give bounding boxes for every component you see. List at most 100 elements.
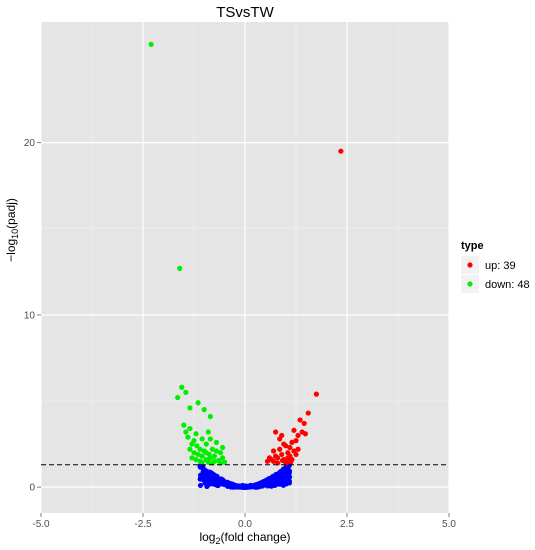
point-nodiff [268,476,274,482]
point-up [287,444,293,451]
x-axis-ticks: -5.0 -2.5 0.0 2.5 5.0 [32,513,456,530]
point-nodiff [215,482,221,488]
point-nodiff [277,473,283,479]
point-nodiff [210,476,217,482]
point-up [293,451,299,458]
point-up [297,417,303,423]
point-down [209,446,215,452]
x-tick-label: -2.5 [134,519,152,530]
point-down [219,455,226,461]
point-down [195,451,201,458]
point-nodiff [202,471,208,477]
point-nodiff [284,476,290,482]
point-down [185,434,191,440]
point-up [291,427,297,433]
point-down [194,443,200,449]
point-down [207,413,213,420]
point-nodiff [239,483,245,489]
x-tick-label: -5.0 [32,519,50,530]
x-axis-label-log: log [199,530,215,544]
point-up [279,457,286,464]
point-up [270,458,277,464]
point-down [199,459,205,465]
y-axis-label-rest: (padj) [4,198,18,229]
point-nodiff [234,484,241,490]
point-down [207,436,213,442]
point-down [189,441,195,447]
point-nodiff [262,479,268,485]
y-axis-ticks: 0 10 20 [24,138,41,494]
point-up [279,451,285,458]
point-up [295,432,301,439]
point-down [191,450,197,456]
point-down [205,459,211,465]
point-up [302,431,308,437]
point-down [187,446,193,452]
point-down [193,431,199,437]
point-up [273,453,279,459]
point-nodiff [218,476,225,482]
point-up [270,448,277,454]
point-up [313,391,319,397]
point-down [199,436,205,442]
point-down [189,455,195,461]
x-tick-label: 0.0 [238,519,252,530]
x-axis-label-rest: (fold change) [220,530,290,544]
y-axis-label-sub: 10 [10,229,20,239]
point-nodiff [281,468,287,475]
point-up [264,458,271,464]
legend-label-down: down: 48 [485,279,530,291]
point-down [203,441,209,447]
point-down [195,400,201,406]
point-down [206,451,212,458]
legend-key-up [467,262,473,268]
point-down [197,446,203,452]
x-tick-label: 2.5 [340,519,354,530]
point-nodiff [272,482,278,489]
point-up [301,420,307,427]
point-down [177,265,183,271]
point-down [205,429,211,435]
x-axis-label-sub: 2 [215,536,220,546]
legend-key-down [467,281,473,287]
point-down [187,425,193,432]
legend-label-up: up: 39 [485,260,516,272]
point-nodiff [252,483,258,490]
point-up [295,446,301,452]
point-down [181,422,187,428]
x-tick-label: 5.0 [442,519,456,530]
point-down [183,389,189,396]
chart-title: TSvsTW [216,4,274,21]
point-nodiff [208,470,215,476]
point-down [217,450,224,456]
point-nodiff [200,464,206,470]
point-down [213,448,220,454]
point-down [187,405,193,411]
point-nodiff [244,484,250,490]
point-up [338,148,344,154]
point-down [183,429,189,435]
y-tick-label: 0 [29,483,35,494]
point-down [148,41,154,47]
point-up [281,441,287,447]
point-down [175,394,181,401]
point-up [277,446,283,452]
y-tick-label: 10 [24,310,36,321]
y-axis-label-log: −log [4,239,18,262]
point-nodiff [281,479,288,486]
point-down [213,439,220,445]
point-up [305,410,311,416]
point-down [211,453,217,459]
point-nodiff [197,482,204,489]
legend: type up: 39 down: 48 [461,240,530,293]
point-nodiff [205,478,211,485]
y-tick-label: 20 [24,138,36,149]
legend-title: type [461,240,484,252]
point-nodiff [286,468,293,474]
point-down [222,459,228,465]
points-up [264,148,344,466]
point-up [289,439,295,445]
x-axis-label: log2(fold change) [199,530,290,546]
points-down [148,41,228,466]
